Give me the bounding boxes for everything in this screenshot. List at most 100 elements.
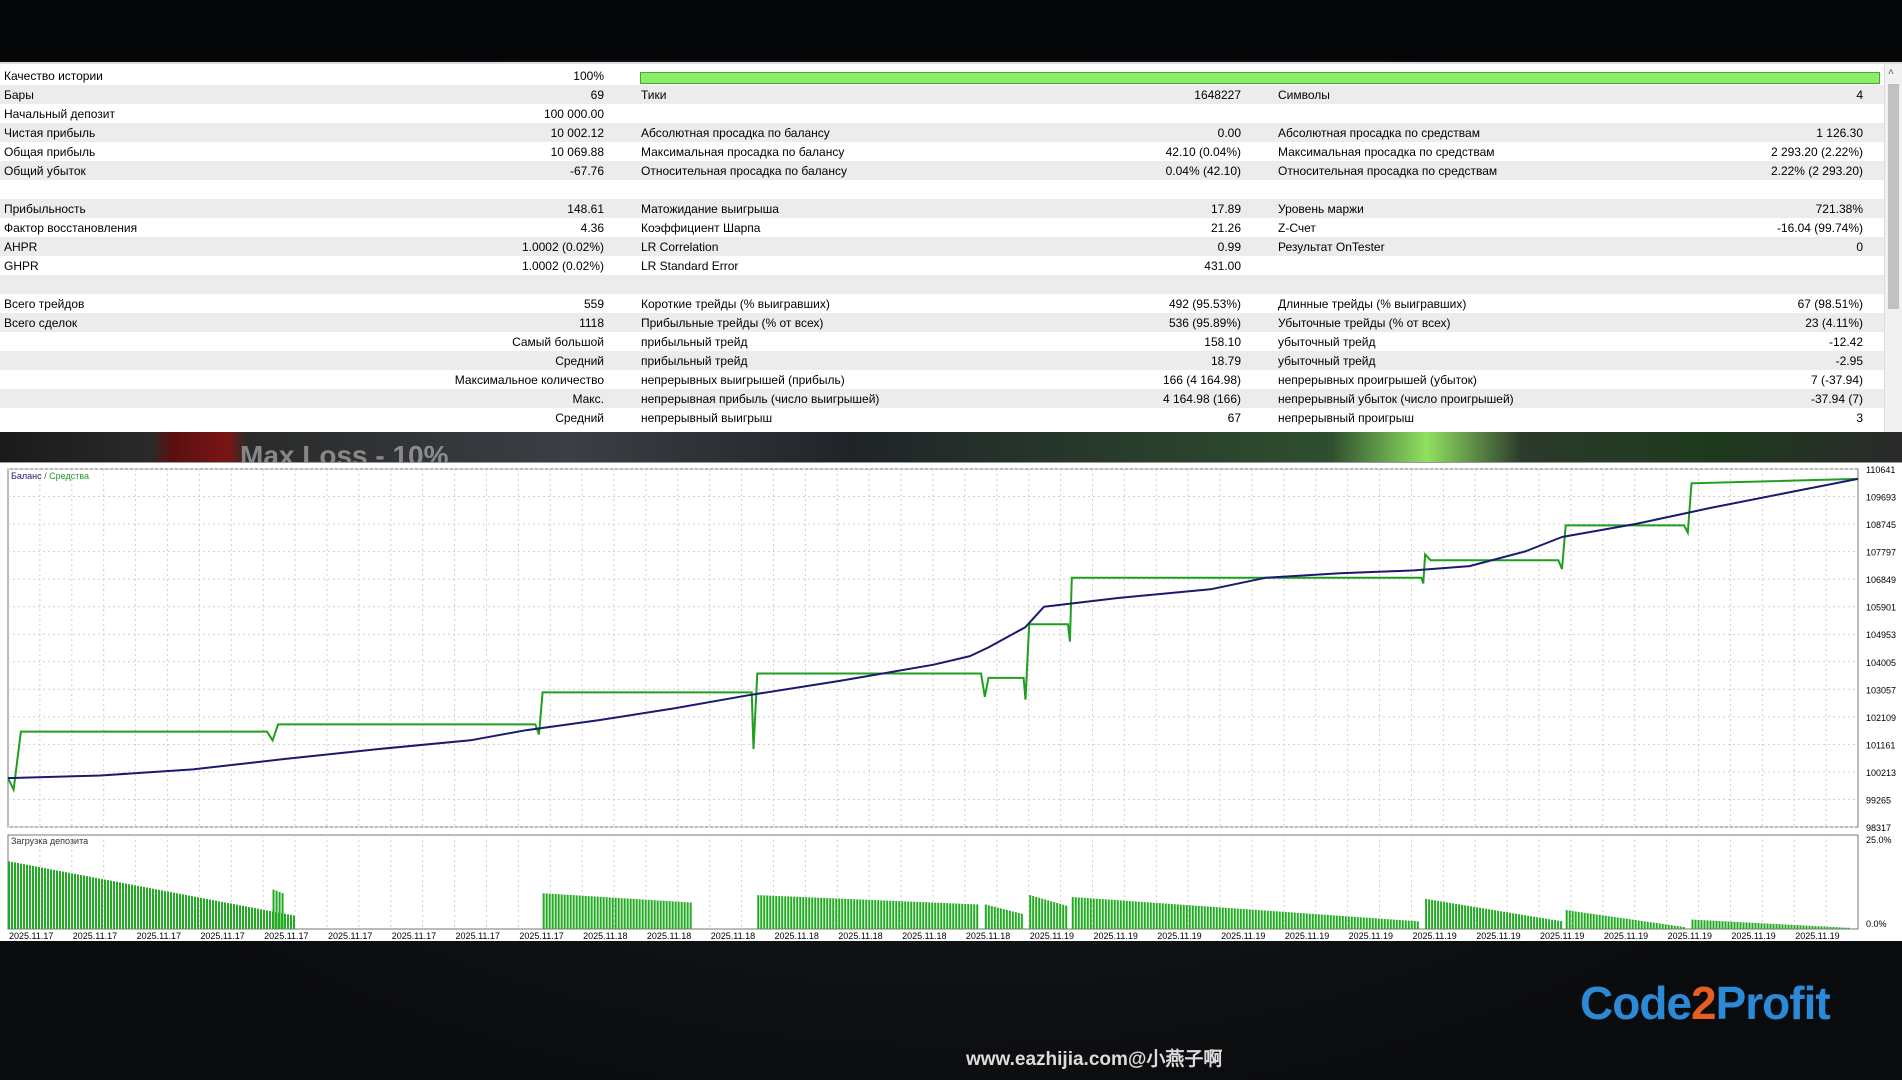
metric-value: 559 bbox=[583, 297, 604, 311]
load-bar bbox=[874, 900, 877, 929]
report-scrollbar[interactable]: ˄ bbox=[1884, 64, 1902, 434]
load-bar bbox=[290, 914, 292, 929]
metric-value: 4 bbox=[1856, 88, 1863, 102]
metric-label: Результат OnTester bbox=[1278, 240, 1385, 254]
y-tick-label: 107797 bbox=[1866, 548, 1896, 558]
load-bar bbox=[1113, 899, 1116, 929]
load-bar bbox=[1500, 911, 1503, 929]
load-bar bbox=[554, 894, 557, 929]
metric-value: 7 (-37.94) bbox=[1810, 373, 1863, 387]
load-bar bbox=[877, 900, 880, 929]
load-bar bbox=[1727, 921, 1730, 929]
load-bar bbox=[943, 903, 946, 929]
load-bar bbox=[1700, 920, 1703, 929]
load-bar bbox=[50, 869, 52, 929]
load-bar bbox=[999, 908, 1002, 929]
load-bar bbox=[1461, 904, 1464, 929]
load-bar bbox=[29, 865, 31, 929]
load-bar bbox=[269, 910, 271, 929]
load-bar bbox=[1305, 913, 1308, 929]
load-bar bbox=[59, 871, 61, 929]
load-bar bbox=[284, 913, 286, 929]
load-bar bbox=[1206, 906, 1209, 929]
x-tick-label: 2025.11.19 bbox=[1349, 931, 1393, 941]
load-bar bbox=[1191, 905, 1194, 929]
load-bar bbox=[1835, 927, 1838, 929]
load-bar bbox=[1518, 914, 1521, 929]
load-bar bbox=[775, 895, 778, 929]
load-bar bbox=[1787, 924, 1790, 929]
load-bar bbox=[611, 897, 614, 929]
load-bar bbox=[1479, 907, 1482, 929]
load-bar bbox=[131, 884, 133, 929]
load-bar bbox=[20, 863, 22, 929]
metric-label: Относительная просадка по средствам bbox=[1278, 164, 1498, 178]
load-bar bbox=[23, 864, 25, 929]
load-bar bbox=[1790, 924, 1793, 929]
load-bar bbox=[662, 900, 665, 929]
y-tick-label: 99265 bbox=[1866, 795, 1891, 805]
load-bar bbox=[1554, 920, 1557, 929]
load-bar bbox=[1317, 914, 1320, 929]
load-bar bbox=[1571, 911, 1574, 929]
load-bar bbox=[1326, 914, 1329, 929]
metric-value: -16.04 (99.74%) bbox=[1776, 221, 1863, 235]
metric-label: убыточный трейд bbox=[1278, 354, 1376, 368]
scroll-up-icon[interactable]: ˄ bbox=[1888, 67, 1894, 78]
load-bar bbox=[128, 884, 130, 929]
load-bar bbox=[35, 866, 37, 929]
load-bar bbox=[1218, 907, 1221, 929]
load-bar bbox=[1682, 926, 1685, 929]
load-bar bbox=[790, 896, 793, 929]
load-bar bbox=[1338, 915, 1341, 929]
load-bar bbox=[976, 904, 979, 929]
load-bar bbox=[1601, 915, 1604, 929]
metric-value: 536 (95.89%) bbox=[1168, 316, 1241, 330]
load-bar bbox=[1838, 927, 1841, 929]
load-bar bbox=[1533, 916, 1536, 929]
load-bar bbox=[1667, 924, 1670, 929]
load-bar bbox=[200, 897, 202, 929]
load-bar bbox=[1757, 923, 1760, 929]
load-bar bbox=[1521, 914, 1524, 929]
metric-value: 492 (95.53%) bbox=[1168, 297, 1241, 311]
load-bar bbox=[1410, 920, 1413, 929]
load-bar bbox=[1440, 901, 1443, 929]
metric-value: 4 164.98 (166) bbox=[1162, 392, 1241, 406]
load-bar bbox=[1766, 923, 1769, 929]
load-bar bbox=[781, 896, 784, 929]
x-tick-label: 2025.11.19 bbox=[1285, 931, 1329, 941]
load-bar bbox=[1530, 916, 1533, 929]
load-bar bbox=[1613, 917, 1616, 929]
chart-legend: Баланс / Средства bbox=[11, 471, 89, 481]
load-bar bbox=[1829, 926, 1832, 929]
load-bar bbox=[608, 897, 611, 929]
load-bar bbox=[1284, 912, 1287, 929]
y-tick-label: 104953 bbox=[1866, 630, 1896, 640]
metric-value: 4.36 bbox=[580, 221, 604, 235]
load-tick-label: 25.0% bbox=[1866, 835, 1892, 845]
load-bar bbox=[149, 888, 151, 929]
load-bar bbox=[1784, 924, 1787, 929]
load-bar bbox=[1607, 916, 1610, 929]
metric-value: -67.76 bbox=[569, 164, 604, 178]
metric-value: 10 069.88 bbox=[550, 145, 604, 159]
load-bar bbox=[1173, 904, 1176, 929]
y-tick-label: 102109 bbox=[1866, 713, 1896, 723]
load-bar bbox=[152, 888, 154, 929]
load-bar bbox=[1179, 904, 1182, 929]
load-bar bbox=[1230, 908, 1233, 929]
metric-value: 21.26 bbox=[1210, 221, 1241, 235]
scroll-thumb[interactable] bbox=[1888, 84, 1899, 309]
load-bar bbox=[763, 895, 766, 929]
metric-label: непрерывных выигрышей (прибыль) bbox=[641, 373, 845, 387]
load-bar bbox=[1053, 902, 1056, 929]
load-bar bbox=[140, 886, 142, 929]
load-bar bbox=[1545, 918, 1548, 929]
load-bar bbox=[1679, 926, 1682, 929]
load-bar bbox=[1287, 912, 1290, 929]
load-bar bbox=[1299, 913, 1302, 929]
x-tick-label: 2025.11.17 bbox=[9, 931, 53, 941]
load-bar bbox=[1101, 899, 1104, 929]
report-row: Макс. непрерывная прибыль (число выигрыше… bbox=[0, 389, 1884, 408]
